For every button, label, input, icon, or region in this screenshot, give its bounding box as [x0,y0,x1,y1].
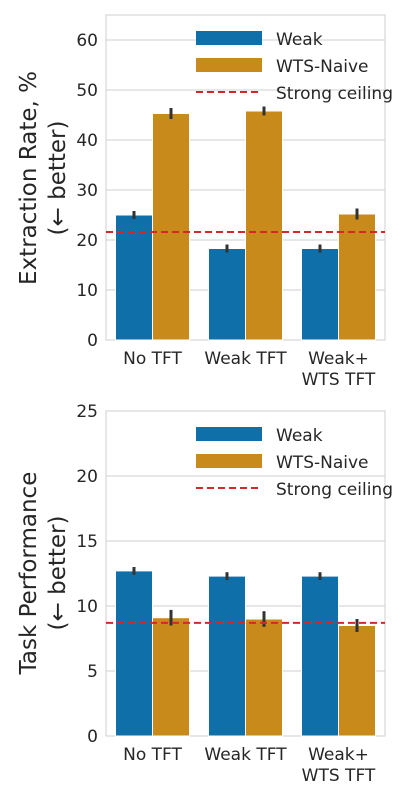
bar-wts-naive-1 [152,617,190,737]
y-axis-label-line: (← better) [45,516,71,631]
y-tick-label: 30 [76,181,98,201]
legend-swatch-weak [196,31,262,45]
y-tick-label: 5 [87,662,98,682]
y-axis-label: Extraction Rate, % (← better) [16,71,71,285]
x-tick-label-line: Weak TFT [204,745,287,765]
x-tick-label: Weak TFT [204,745,287,765]
legend-swatch-wts-naive [196,58,262,72]
bar-wts-naive-3 [338,625,376,737]
legend-label: Strong ceiling [276,480,393,500]
x-tick-label: No TFT [123,349,182,369]
x-tick-label: Weak+ WTS TFT [302,745,376,786]
bar-weak-3 [301,575,339,737]
x-tick-label-line: No TFT [123,349,182,369]
y-axis-label-line: Task Performance [16,472,42,676]
legend-label: WTS-Naive [276,57,369,77]
y-tick-label: 50 [76,81,98,101]
y-axis-label: Task Performance (← better) [16,472,71,676]
x-tick-label-line: Weak TFT [204,349,287,369]
x-tick-label-line: Weak+ [308,349,369,369]
bar-wts-naive-3 [338,213,376,341]
bar-weak-2 [208,575,246,737]
legend-label: Weak [276,30,323,50]
bar-wts-naive-2 [245,110,283,341]
x-tick-label: Weak TFT [204,349,287,369]
y-tick-label: 20 [76,231,98,251]
x-tick-label-line: No TFT [123,745,182,765]
y-axis-label-line: (← better) [45,121,71,236]
y-tick-label: 10 [76,281,98,301]
bar-weak-1 [115,570,153,737]
y-tick-label: 0 [87,727,98,747]
legend-label: Strong ceiling [276,84,393,104]
y-axis-label-line: Extraction Rate, % [16,71,42,285]
x-tick-label: Weak+ WTS TFT [302,349,376,390]
legend-swatch-weak [196,427,262,441]
y-tick-label: 40 [76,131,98,151]
bar-weak-2 [208,248,246,341]
legend-label: WTS-Naive [276,453,369,473]
bar-wts-naive-1 [152,113,190,341]
y-tick-label: 60 [76,31,98,51]
legend-label: Weak [276,426,323,446]
chart-panel-2: 0 5 10 15 20 25 No TFT Weak TFT Weak+ WTS TFT Task… [16,402,393,786]
x-tick-label-line: WTS TFT [302,370,376,390]
y-tick-label: 0 [87,331,98,351]
bar-wts-naive-2 [245,618,283,737]
bar-weak-1 [115,214,153,341]
bar-weak-3 [301,248,339,341]
x-tick-label: No TFT [123,745,182,765]
x-tick-label-line: WTS TFT [302,766,376,786]
y-tick-label: 15 [76,532,98,552]
y-tick-label: 10 [76,597,98,617]
y-tick-label: 20 [76,467,98,487]
y-tick-label: 25 [76,402,98,422]
chart-panel-1: 0 10 20 30 40 50 60 No TFT Weak TFT Weak+ WTS TFT E… [16,14,393,390]
legend-swatch-wts-naive [196,454,262,468]
x-tick-label-line: Weak+ [308,745,369,765]
